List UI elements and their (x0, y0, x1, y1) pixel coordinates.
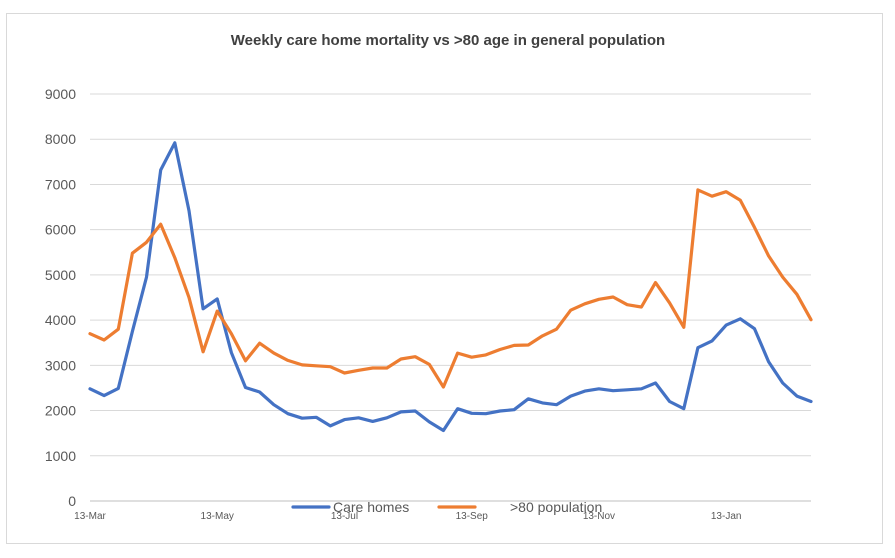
x-tick-label: 13-Jan (711, 511, 742, 522)
series-line-care-homes (88, 141, 813, 433)
x-tick-label: 13-Nov (583, 511, 615, 522)
series-lines (88, 141, 813, 433)
x-tick-label: 13-Sep (456, 511, 489, 522)
y-tick-label: 1000 (45, 448, 76, 464)
y-axis-tick-labels: 0 1000 2000 3000 4000 5000 6000 7000 8000 9000 (45, 86, 76, 509)
chart-title: Weekly care home mortality vs >80 age in… (231, 32, 665, 49)
y-tick-label: 9000 (45, 86, 76, 102)
legend-label: >80 population (510, 499, 602, 515)
y-tick-label: 4000 (45, 312, 76, 328)
line-chart: Weekly care home mortality vs >80 age in… (45, 32, 813, 522)
y-tick-label: 2000 (45, 403, 76, 419)
y-tick-label: 8000 (45, 131, 76, 147)
y-tick-label: 5000 (45, 267, 76, 283)
x-tick-label: 13-May (201, 511, 234, 522)
grid-lines (90, 93, 811, 502)
legend-label: Care homes (333, 499, 409, 515)
x-axis-tick-labels: 13-Mar 13-May 13-Jul 13-Sep 13-Nov 13-Jan (74, 511, 741, 522)
y-tick-label: 7000 (45, 176, 76, 192)
x-tick-label: 13-Jul (331, 511, 358, 522)
legend: Care homes >80 population (291, 499, 602, 515)
y-tick-label: 0 (68, 493, 76, 509)
series-line-over-80-population (88, 188, 813, 389)
chart-frame: Weekly care home mortality vs >80 age in… (6, 13, 883, 544)
y-tick-label: 6000 (45, 222, 76, 238)
y-tick-label: 3000 (45, 357, 76, 373)
x-tick-label: 13-Mar (74, 511, 106, 522)
